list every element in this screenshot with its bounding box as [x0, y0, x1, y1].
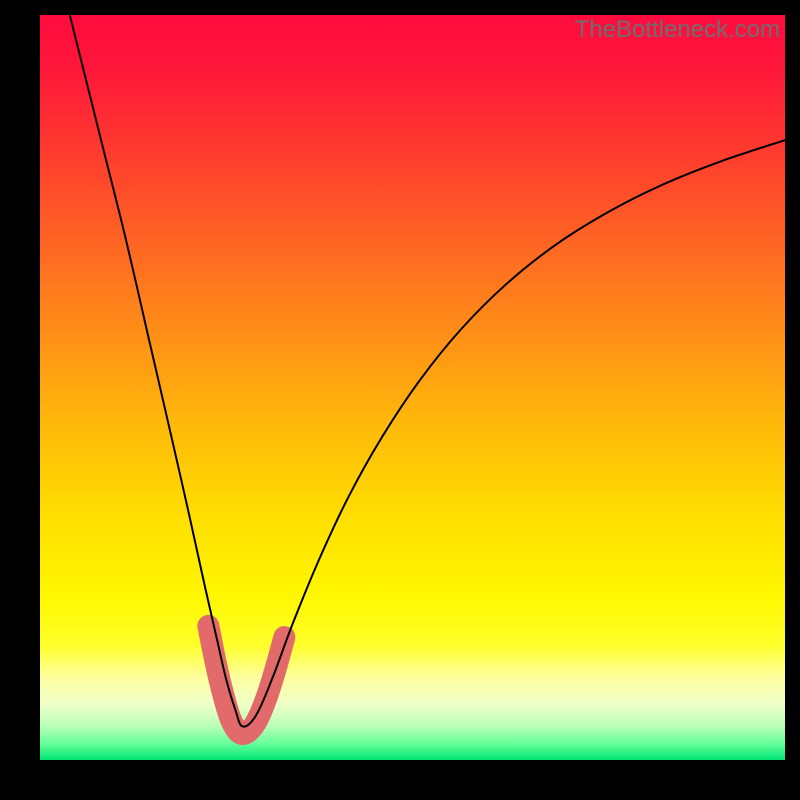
plot-area: [40, 15, 785, 760]
watermark-text: TheBottleneck.com: [575, 16, 780, 44]
bottleneck-curve-svg: [40, 15, 785, 760]
frame-right: [785, 0, 800, 800]
frame-left: [0, 0, 40, 800]
frame-bottom: [0, 760, 800, 800]
stage: TheBottleneck.com: [0, 0, 800, 800]
main-curve-path: [70, 15, 785, 727]
frame-top: [0, 0, 800, 15]
trough-highlight-path: [208, 626, 284, 734]
